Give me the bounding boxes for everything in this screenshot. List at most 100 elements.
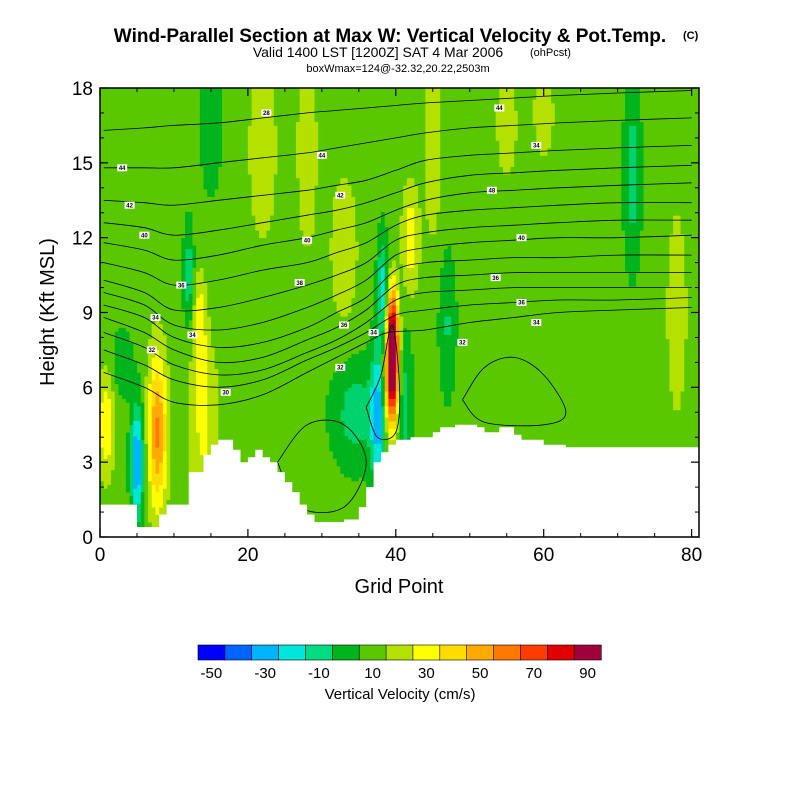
theta-contour-labels: 28 44 42 40 36 34 32 34 30 44 42 40 38 36 34 32 44 34 48 40…: [117, 104, 542, 397]
field-cell: [392, 297, 397, 306]
field-cell: [676, 215, 681, 411]
theta-label: 34: [533, 144, 540, 150]
field-cell: [199, 166, 204, 268]
field-cell: [122, 327, 127, 399]
field-cell: [506, 174, 511, 537]
field-cell: [325, 394, 330, 433]
theta-label-bg: [457, 338, 468, 346]
field-cell: [336, 368, 341, 467]
field-cell: [395, 372, 400, 392]
field-cell: [665, 286, 670, 340]
field-cell: [636, 88, 641, 272]
field-cell: [344, 435, 349, 478]
field-cell: [384, 417, 389, 433]
theta-label: 42: [337, 194, 344, 200]
theta-contour-44: [103, 117, 692, 169]
field-cell: [392, 305, 397, 313]
field-cell: [196, 271, 201, 298]
field-cell: [395, 402, 400, 414]
field-cell: [384, 305, 389, 317]
field-cell: [107, 454, 112, 486]
field-cell: [687, 88, 693, 537]
theta-label-bg: [294, 279, 305, 287]
field-cell: [658, 88, 663, 537]
field-cell: [107, 372, 112, 399]
theta-contour-line-1: [103, 297, 692, 388]
field-cell: [355, 260, 360, 355]
colorbar-swatch: [573, 644, 602, 661]
field-cell: [665, 88, 670, 287]
colorbar-tick-label: 10: [364, 665, 381, 682]
field-cell: [336, 185, 341, 313]
field-cell: [540, 155, 545, 537]
field-cell: [199, 293, 204, 456]
field-cell: [329, 237, 334, 261]
colorbar-swatch: [251, 644, 280, 661]
field-cell: [155, 319, 160, 351]
field-cell: [344, 88, 349, 179]
field-cell: [129, 88, 134, 343]
field-cell: [155, 492, 160, 515]
field-cell: [406, 267, 411, 295]
field-cell: [185, 211, 190, 250]
field-cell: [196, 432, 201, 512]
theta-label: 36: [341, 323, 348, 329]
field-cell: [410, 177, 415, 209]
subtitle-mark: (ohPcst): [530, 47, 571, 59]
field-cell: [325, 88, 330, 396]
field-cell: [358, 349, 363, 384]
field-cell: [118, 88, 123, 328]
theta-label-bg: [339, 321, 349, 329]
y-tick-label: 18: [72, 79, 93, 100]
field-cell: [332, 372, 338, 459]
field-cell: [125, 432, 130, 493]
field-cell: [270, 88, 275, 216]
field-cell: [440, 267, 445, 392]
field-cell: [388, 278, 393, 291]
theta-label: 44: [319, 154, 326, 160]
field-cell: [406, 177, 411, 209]
field-cell: [281, 88, 286, 537]
field-cell: [528, 88, 534, 537]
field-cell: [388, 406, 393, 414]
title-mark: (C): [683, 30, 699, 42]
theta-label: 34: [370, 331, 377, 337]
y-tick-label: 15: [72, 154, 93, 175]
field-cell: [628, 88, 633, 126]
y-tick-label: 0: [82, 528, 93, 549]
field-cell: [151, 484, 156, 508]
field-cell: [447, 334, 452, 407]
field-cell: [188, 361, 193, 482]
field-cell: [103, 364, 108, 392]
theta-label-bg: [335, 191, 346, 199]
field-cell: [340, 473, 345, 537]
field-cell: [225, 88, 230, 537]
theta-label: 28: [263, 111, 270, 117]
field-cell: [351, 353, 356, 384]
field-cell: [373, 260, 378, 340]
field-cell: [403, 88, 408, 186]
field-cell: [118, 327, 123, 396]
theta-label-bg: [187, 331, 198, 339]
field-cell: [665, 338, 670, 537]
chart-subtitle2: boxWmax=124@-32.32,20.22,2503m: [306, 63, 489, 75]
field-cell: [569, 88, 574, 537]
field-cell: [258, 88, 264, 239]
field-cell: [107, 398, 112, 456]
theta-label-bg: [486, 186, 497, 194]
field-cell: [469, 88, 474, 537]
field-cell: [395, 290, 400, 306]
field-cell: [100, 368, 105, 403]
field-cell: [680, 233, 685, 392]
field-cell: [669, 233, 674, 392]
field-cell: [329, 450, 334, 537]
colorbar-swatch: [546, 644, 575, 661]
field-cell: [114, 383, 119, 537]
field-cell: [203, 334, 208, 456]
field-cell: [355, 443, 360, 482]
field-cell: [525, 88, 530, 537]
field-cell: [207, 88, 212, 197]
field-cell: [647, 88, 652, 537]
field-cell: [392, 88, 397, 261]
field-cell: [255, 88, 260, 231]
